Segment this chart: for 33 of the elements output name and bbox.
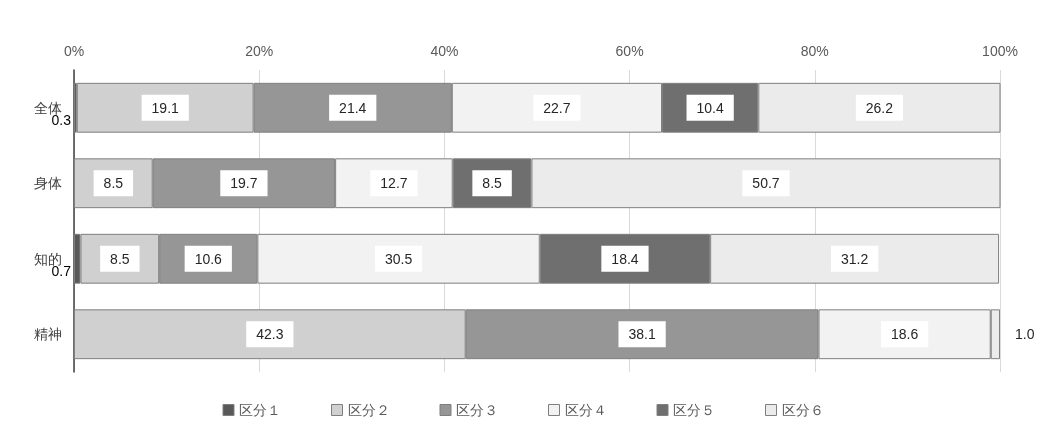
y-tick-label: 身体 [34,175,62,192]
data-label: 22.7 [543,99,571,116]
data-label: 12.7 [380,175,408,192]
data-label: 19.1 [151,99,180,116]
legend-label: 区分５ [673,402,715,418]
legend-label: 区分３ [456,402,498,418]
data-label: 8.5 [110,250,130,267]
x-tick-label: 40% [430,43,459,59]
data-label: 31.2 [840,250,869,267]
legend-label: 区分４ [564,402,607,418]
legend-label: 区分１ [239,402,281,418]
data-label: 1.0 [1015,326,1035,343]
data-label: 19.7 [230,175,258,192]
data-label: 42.3 [256,326,284,343]
x-tick-label: 0% [63,43,85,59]
x-tick-label: 20% [245,43,274,59]
data-label: 21.4 [339,99,367,116]
y-tick-label: 精神 [34,326,62,343]
data-label: 26.2 [865,99,894,116]
data-label: 18.6 [891,326,919,343]
data-label: 8.5 [482,175,503,192]
data-label: 10.6 [194,250,223,267]
x-tick-label: 60% [615,43,644,59]
data-label: 10.4 [696,99,724,116]
legend-label: 区分６ [781,402,824,418]
x-tick-label: 100% [982,43,1018,59]
x-tick-label: 80% [800,43,829,59]
data-label: 38.1 [628,326,656,343]
legend-label: 区分２ [347,402,390,418]
data-label: 8.5 [103,175,124,192]
data-label: 30.5 [384,250,413,267]
data-label: 18.4 [611,250,639,267]
data-label: 50.7 [752,175,780,192]
